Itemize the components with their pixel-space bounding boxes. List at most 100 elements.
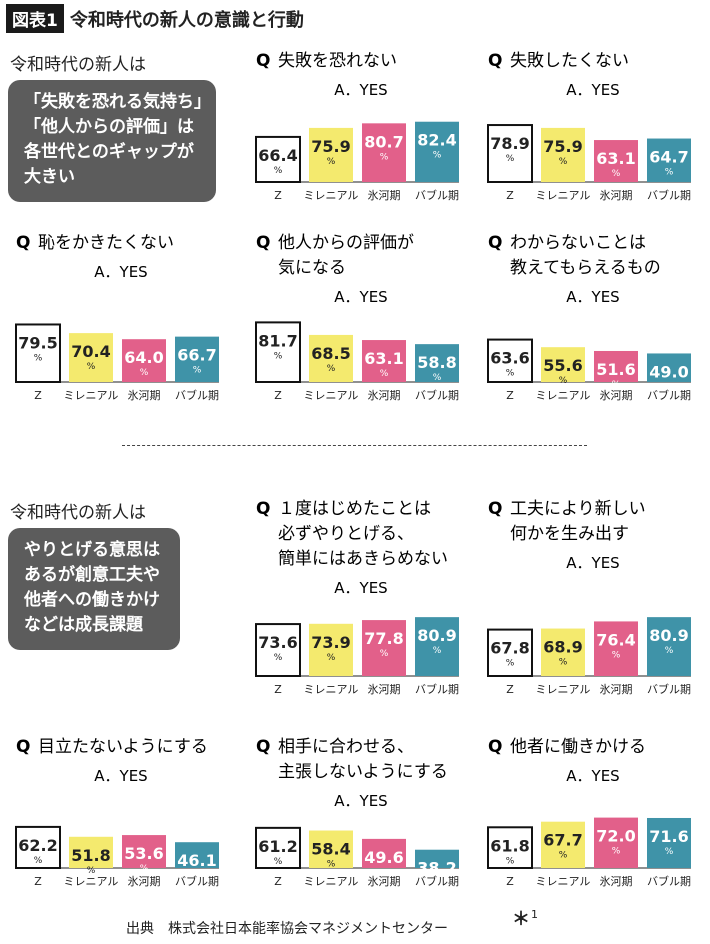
bar-chart-8: Q 目立たないようにするA．YES62.2%Z51.8%ミレニアル53.6%氷河期… xyxy=(15,737,219,888)
percent-label: % xyxy=(559,376,568,386)
bar-3 xyxy=(647,138,691,182)
percent-label: % xyxy=(433,151,442,161)
value-label: 82.4 xyxy=(417,131,456,150)
question-marker: Q xyxy=(488,737,502,757)
answer-label: A．YES xyxy=(334,81,387,99)
percent-label: % xyxy=(612,380,621,390)
category-label: 氷河期 xyxy=(368,389,401,402)
category-label: 氷河期 xyxy=(128,875,161,888)
percent-label: % xyxy=(559,658,568,668)
category-label: バブル期 xyxy=(415,188,459,202)
percent-label: % xyxy=(433,373,442,383)
percent-label: % xyxy=(274,166,283,176)
bar-0 xyxy=(255,135,301,183)
note-line: などは成長課題 xyxy=(24,615,143,635)
value-label: 75.9 xyxy=(311,137,350,156)
note-line: あるが創意工夫や xyxy=(24,565,160,585)
bar-2 xyxy=(362,838,406,868)
answer-label: A．YES xyxy=(566,81,619,99)
value-label: 81.7 xyxy=(258,331,297,350)
question-marker: Q xyxy=(488,51,502,71)
note-line: 「失敗を恐れる気持ち」 xyxy=(24,92,211,112)
question-marker: Q xyxy=(256,499,270,519)
percent-label: % xyxy=(34,856,43,866)
bar-1 xyxy=(541,127,585,182)
value-label: 76.4 xyxy=(596,630,635,649)
value-label: 51.8 xyxy=(71,846,110,865)
percent-label: % xyxy=(506,856,515,866)
category-label: Z xyxy=(506,389,514,402)
category-label: Z xyxy=(274,875,282,888)
category-label: ミレニアル xyxy=(536,389,591,402)
answer-label: A．YES xyxy=(566,554,619,572)
percent-label: % xyxy=(559,851,568,861)
question-text: 簡単にはあきらめない xyxy=(278,549,448,569)
question-marker: Q xyxy=(16,737,30,757)
value-label: 79.5 xyxy=(18,333,57,352)
bar-3 xyxy=(647,617,691,676)
percent-label: % xyxy=(380,369,389,379)
category-label: Z xyxy=(506,683,514,696)
source-note: 出典 株式会社日本能率協会マネジメントセンター xyxy=(126,921,448,937)
answer-label: A．YES xyxy=(566,288,619,306)
source-footnote-mark: ＊1 xyxy=(512,905,538,931)
category-label: Z xyxy=(506,189,514,202)
category-label: バブル期 xyxy=(647,388,691,402)
percent-label: % xyxy=(665,382,674,392)
percent-label: % xyxy=(380,868,389,878)
value-label: 67.8 xyxy=(490,639,529,658)
category-label: 氷河期 xyxy=(600,189,633,202)
value-label: 78.9 xyxy=(490,134,529,153)
value-label: 62.2 xyxy=(18,836,57,855)
question-text: 目立たないようにする xyxy=(38,737,208,757)
value-label: 73.9 xyxy=(311,633,350,652)
category-label: バブル期 xyxy=(415,388,459,402)
percent-label: % xyxy=(506,659,515,669)
category-label: 氷河期 xyxy=(600,389,633,402)
value-label: 61.2 xyxy=(258,837,297,856)
bar-chart-1: Q 失敗を恐れない A．YES 66.4% Z 75.9% ミレニアル 80.7% 氷河期 82.… xyxy=(255,51,459,202)
note-box-1: 「失敗を恐れる気持ち」 「他人からの評価」は 各世代とのギャップが 大きい xyxy=(8,80,216,202)
bar-3 xyxy=(647,817,691,868)
bar-chart-3: Q 恥をかきたくない A．YES 79.5% Z 70.4% ミレニアル 64.0% 氷河期 66… xyxy=(15,233,219,402)
category-label: ミレニアル xyxy=(536,875,591,888)
question-text: 失敗したくない xyxy=(510,51,629,71)
category-label: 氷河期 xyxy=(600,875,633,888)
answer-label: A．YES xyxy=(94,263,147,281)
category-label: バブル期 xyxy=(647,874,691,888)
percent-label: % xyxy=(612,650,621,660)
value-label: 63.6 xyxy=(490,349,529,368)
percent-label: % xyxy=(87,866,96,876)
percent-label: % xyxy=(34,353,43,363)
note-line: 他者への働きかけ xyxy=(24,590,160,610)
value-label: 75.9 xyxy=(543,137,582,156)
value-label: 66.7 xyxy=(177,346,216,365)
footnote-asterisk: ＊ xyxy=(512,909,530,930)
bar-1 xyxy=(541,628,585,676)
percent-label: % xyxy=(433,879,442,889)
note-box-2: やりとげる意思は あるが創意工夫や 他者への働きかけ などは成長課題 xyxy=(8,528,180,650)
category-label: バブル期 xyxy=(647,682,691,696)
question-text: 主張しないようにする xyxy=(278,762,448,782)
bar-1 xyxy=(309,623,353,676)
question-marker: Q xyxy=(256,51,270,71)
value-label: 53.6 xyxy=(124,844,163,863)
bar-3 xyxy=(175,842,219,868)
bar-2 xyxy=(362,340,406,382)
percent-label: % xyxy=(612,169,621,179)
section-label-1: 令和時代の新人は xyxy=(10,55,146,75)
note-line: 各世代とのギャップが xyxy=(24,142,194,162)
category-label: バブル期 xyxy=(415,874,459,888)
value-label: 58.8 xyxy=(417,353,456,372)
bar-1 xyxy=(309,127,353,182)
category-label: バブル期 xyxy=(175,874,219,888)
question-text: 相手に合わせる、 xyxy=(278,737,414,757)
question-text: 他者に働きかける xyxy=(510,737,646,757)
category-label: ミレニアル xyxy=(304,389,359,402)
category-label: バブル期 xyxy=(175,388,219,402)
bar-2 xyxy=(362,620,406,676)
percent-label: % xyxy=(612,847,621,857)
question-text: １度はじめたことは xyxy=(278,499,431,519)
question-text: 気になる xyxy=(278,258,346,278)
bar-0 xyxy=(15,323,61,383)
